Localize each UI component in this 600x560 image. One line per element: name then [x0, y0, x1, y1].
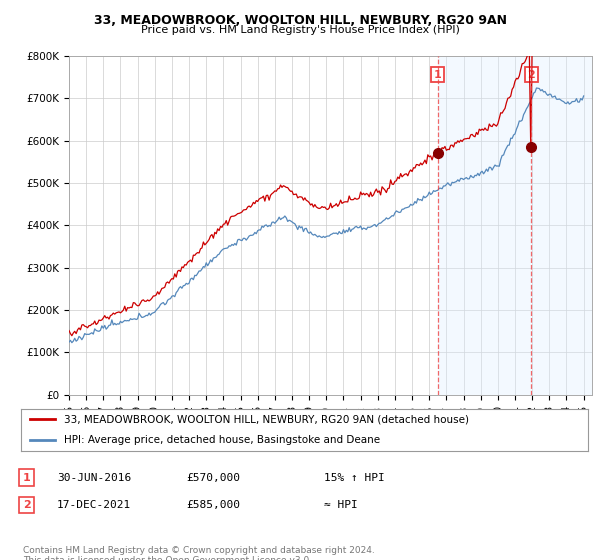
Text: Price paid vs. HM Land Registry's House Price Index (HPI): Price paid vs. HM Land Registry's House … — [140, 25, 460, 35]
Text: 17-DEC-2021: 17-DEC-2021 — [57, 500, 131, 510]
Text: 30-JUN-2016: 30-JUN-2016 — [57, 473, 131, 483]
Text: 2: 2 — [23, 500, 31, 510]
Text: Contains HM Land Registry data © Crown copyright and database right 2024.
This d: Contains HM Land Registry data © Crown c… — [23, 546, 374, 560]
Text: 33, MEADOWBROOK, WOOLTON HILL, NEWBURY, RG20 9AN: 33, MEADOWBROOK, WOOLTON HILL, NEWBURY, … — [94, 14, 506, 27]
Bar — [438, 56, 592, 395]
Text: 2: 2 — [527, 69, 535, 80]
Text: 33, MEADOWBROOK, WOOLTON HILL, NEWBURY, RG20 9AN (detached house): 33, MEADOWBROOK, WOOLTON HILL, NEWBURY, … — [64, 414, 469, 424]
Text: 1: 1 — [23, 473, 31, 483]
Text: £570,000: £570,000 — [186, 473, 240, 483]
Text: ≈ HPI: ≈ HPI — [324, 500, 358, 510]
Text: 15% ↑ HPI: 15% ↑ HPI — [324, 473, 385, 483]
Text: 1: 1 — [434, 69, 442, 80]
Text: £585,000: £585,000 — [186, 500, 240, 510]
Text: HPI: Average price, detached house, Basingstoke and Deane: HPI: Average price, detached house, Basi… — [64, 435, 380, 445]
